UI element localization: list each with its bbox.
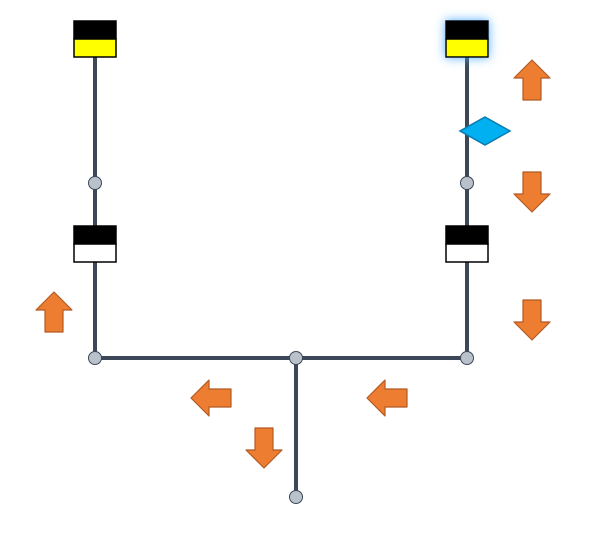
flow-arrows-group [36, 60, 550, 468]
node-right_gray_1 [461, 177, 474, 190]
arrow-right-down1 [514, 172, 550, 212]
diagram-canvas [0, 0, 600, 551]
arrow-bottom-down [246, 428, 282, 468]
node-right_junction [461, 352, 474, 365]
junction-nodes-group [89, 177, 474, 504]
node-bottom_end [290, 491, 303, 504]
node-center_junction [290, 352, 303, 365]
box-top-right [446, 21, 488, 57]
box-mid-left [74, 226, 116, 262]
arrow-right-up [514, 60, 550, 100]
arrow-center-left1 [191, 380, 231, 416]
box-mid-right [446, 226, 488, 262]
node-left_junction [89, 352, 102, 365]
signal-boxes-group [74, 21, 488, 262]
edges-group [95, 50, 467, 497]
arrow-left-up [36, 292, 72, 332]
box-top-left [74, 21, 116, 57]
arrow-center-left2 [367, 380, 407, 416]
node-left_gray_1 [89, 177, 102, 190]
arrow-right-down2 [514, 300, 550, 340]
